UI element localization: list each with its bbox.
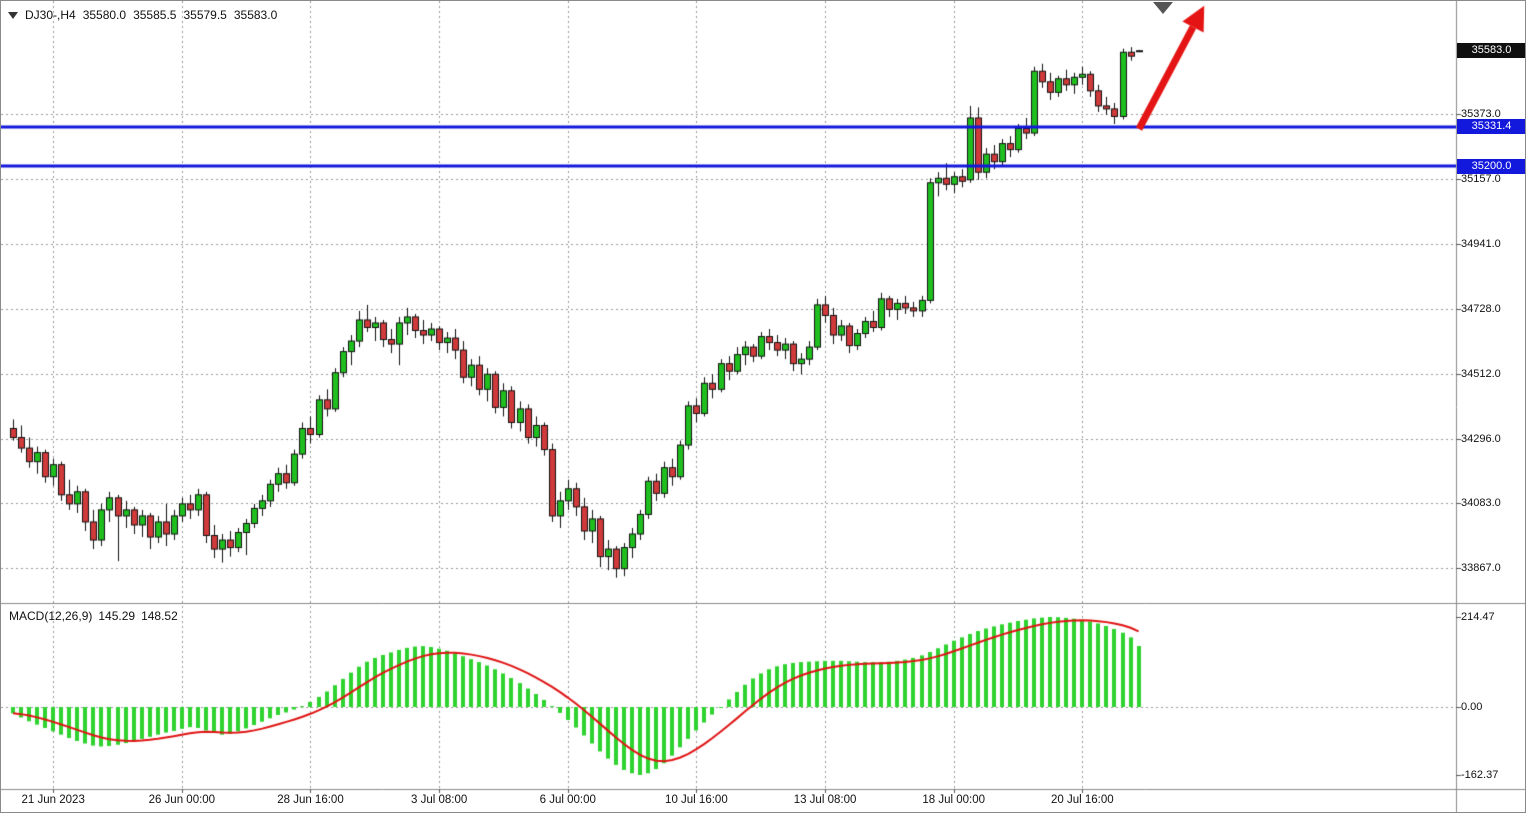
quote-close: 35583.0: [233, 8, 278, 22]
quote-low: 35579.5: [183, 8, 227, 22]
chart-object-down-triangle-icon[interactable]: [1153, 2, 1173, 14]
current-price-box: 35583.0: [1457, 43, 1525, 59]
macd-name: MACD(12,26,9): [9, 609, 93, 623]
time-axis-label: 28 Jun 16:00: [277, 794, 344, 806]
time-axis-label: 3 Jul 08:00: [410, 794, 468, 806]
symbol-marker-icon: [8, 11, 18, 19]
price-axis-label: 34941.0: [1461, 238, 1501, 251]
support-price-box: 35200.0: [1457, 158, 1525, 174]
price-axis-label: 34728.0: [1461, 302, 1501, 315]
price-axis-label: 33867.0: [1461, 562, 1501, 575]
time-axis-label: 13 Jul 08:00: [793, 794, 857, 806]
price-axis-label: 34512.0: [1461, 367, 1501, 380]
resistance-price-box: 35331.4: [1457, 119, 1525, 135]
macd-axis-label: 214.47: [1461, 611, 1495, 623]
price-axis-label: 34296.0: [1461, 432, 1501, 445]
macd-axis-label: 0.00: [1461, 701, 1483, 713]
macd-signal-value: 148.52: [141, 609, 178, 623]
macd-indicator-label: MACD(12,26,9) 145.29 148.52: [9, 609, 184, 623]
macd-main-value: 145.29: [98, 609, 136, 623]
quote-high: 35585.5: [133, 8, 177, 22]
time-axis-label: 6 Jul 00:00: [539, 794, 596, 806]
price-axis-label: 34083.0: [1461, 496, 1501, 509]
time-axis-label: 21 Jun 2023: [21, 794, 85, 806]
time-axis-label: 26 Jun 00:00: [148, 794, 216, 806]
time-axis-label: 18 Jul 00:00: [922, 794, 986, 806]
quote-open: 35580.0: [82, 8, 127, 22]
macd-axis-label: -162.37: [1461, 769, 1499, 782]
time-axis-label: 10 Jul 16:00: [665, 794, 728, 806]
quote-bar: DJ30-,H4 35580.0 35585.5 35579.5 35583.0: [8, 8, 277, 22]
price-axis-label: 35157.0: [1461, 173, 1501, 186]
price-axis-label: 35373.0: [1461, 108, 1501, 121]
time-axis-label: 20 Jul 16:00: [1050, 794, 1114, 806]
symbol-timeframe-label: DJ30-,H4: [25, 8, 76, 22]
